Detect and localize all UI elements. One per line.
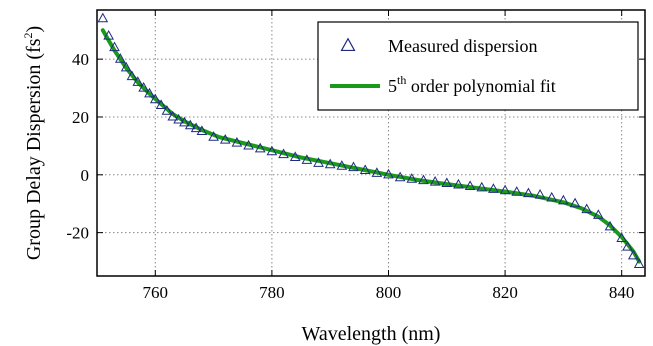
measured-point bbox=[348, 161, 359, 172]
measured-point bbox=[313, 157, 324, 167]
measured-point bbox=[476, 181, 488, 192]
measured-point bbox=[196, 125, 208, 136]
x-tick-label: 780 bbox=[259, 283, 285, 302]
measured-point bbox=[546, 191, 558, 202]
x-tick-label: 760 bbox=[143, 283, 169, 302]
measured-point bbox=[126, 70, 138, 81]
measured-point bbox=[231, 136, 243, 147]
measured-point bbox=[149, 93, 161, 104]
measured-point bbox=[144, 87, 155, 98]
measured-point bbox=[441, 177, 453, 188]
measured-point bbox=[593, 209, 604, 219]
x-tick-label: 840 bbox=[609, 283, 635, 302]
measured-point bbox=[138, 82, 149, 92]
legend-triangle-marker bbox=[340, 37, 356, 52]
measured-point bbox=[359, 164, 371, 175]
measured-point bbox=[167, 110, 179, 121]
legend-fit-superscript: th bbox=[397, 73, 406, 87]
measured-point bbox=[219, 134, 231, 144]
y-axis-label: Group Delay Dispersion (fs2) bbox=[21, 26, 45, 260]
measured-point bbox=[453, 178, 464, 189]
measured-point bbox=[336, 160, 348, 170]
measured-point bbox=[429, 175, 441, 186]
plot-frame bbox=[96, 9, 646, 277]
y-tick-label: 40 bbox=[72, 50, 89, 69]
measured-point bbox=[208, 131, 219, 141]
x-tick-label: 800 bbox=[376, 283, 402, 302]
measured-point bbox=[324, 158, 336, 169]
y-axis-label-close: ) bbox=[23, 26, 45, 33]
measured-point bbox=[114, 53, 126, 63]
y-tick-label: -20 bbox=[66, 224, 89, 243]
measured-point bbox=[301, 154, 313, 164]
measured-point bbox=[173, 113, 184, 124]
measured-point bbox=[184, 119, 196, 130]
measured-point bbox=[371, 167, 383, 177]
measured-point bbox=[161, 105, 173, 115]
measured-point bbox=[103, 29, 115, 40]
y-axis-label-exponent: 2 bbox=[21, 33, 35, 39]
measured-point bbox=[243, 139, 254, 150]
measured-point bbox=[278, 148, 289, 159]
y-axis-label-main: Group Delay Dispersion (fs bbox=[23, 38, 45, 260]
measured-point bbox=[569, 197, 581, 208]
measured-point bbox=[464, 180, 476, 190]
legend: Measured dispersion 5th order polynomial… bbox=[317, 21, 639, 111]
legend-label-measured: Measured dispersion bbox=[388, 36, 537, 56]
measured-point bbox=[394, 171, 406, 182]
measured-point bbox=[499, 184, 511, 195]
measured-point bbox=[97, 12, 109, 23]
y-tick-label: 20 bbox=[72, 108, 89, 127]
measured-point bbox=[383, 168, 394, 179]
measured-point bbox=[488, 183, 499, 193]
measured-point bbox=[109, 41, 120, 52]
x-tick-label: 820 bbox=[492, 283, 518, 302]
measured-point bbox=[254, 142, 266, 153]
measured-point bbox=[616, 232, 628, 242]
x-axis-label: Wavelength (nm) bbox=[302, 323, 441, 345]
measured-point bbox=[511, 186, 523, 196]
measured-point bbox=[190, 122, 202, 133]
measured-point bbox=[622, 241, 633, 251]
measured-point bbox=[266, 145, 278, 156]
measured-point bbox=[418, 174, 429, 185]
measured-point bbox=[581, 203, 593, 214]
axis-ticks: 760 780 800 820 840 -20 0 20 40 bbox=[66, 10, 645, 302]
measured-point bbox=[604, 220, 616, 231]
measured-point bbox=[627, 249, 639, 260]
measured-points bbox=[97, 12, 645, 269]
legend-box bbox=[317, 21, 639, 111]
measured-point bbox=[179, 116, 190, 127]
measured-point bbox=[534, 188, 546, 199]
measured-point bbox=[155, 99, 167, 109]
legend-label-fit: 5th order polynomial fit bbox=[388, 73, 556, 96]
y-tick-label: 0 bbox=[81, 166, 90, 185]
measured-point bbox=[633, 258, 645, 269]
measured-point bbox=[132, 76, 144, 86]
measured-point bbox=[558, 194, 569, 205]
measured-point bbox=[523, 187, 534, 198]
measured-point bbox=[406, 173, 418, 183]
measured-point bbox=[289, 151, 301, 162]
legend-fit-order: 5 bbox=[388, 76, 397, 96]
legend-fit-text: order polynomial fit bbox=[406, 76, 555, 96]
measured-point bbox=[120, 61, 132, 72]
